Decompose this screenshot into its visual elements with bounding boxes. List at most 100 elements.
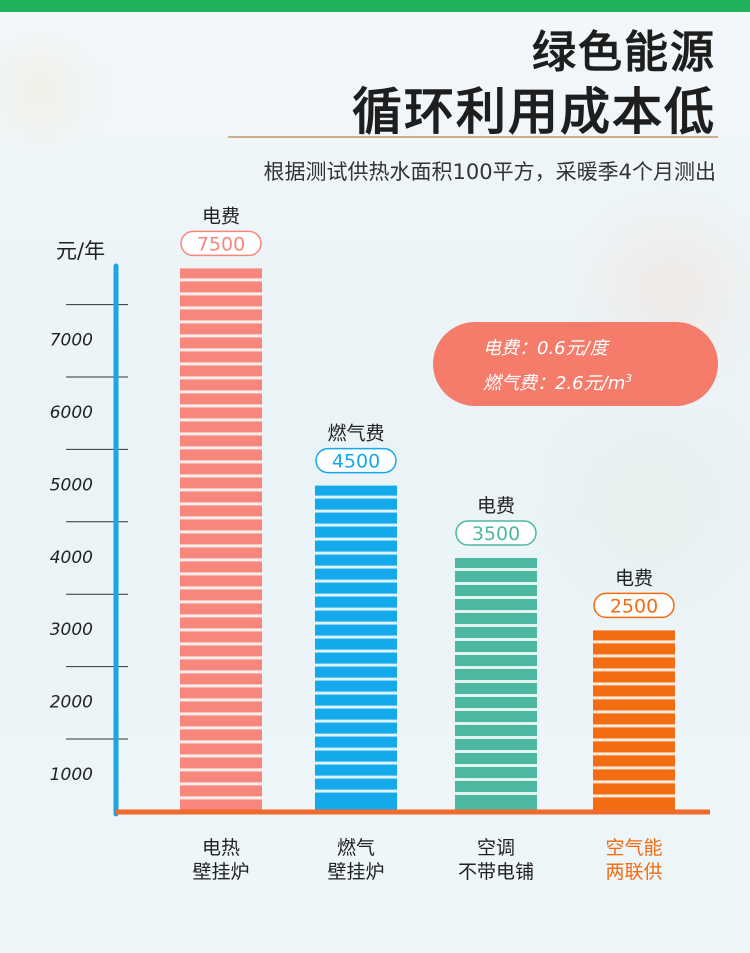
title-divider (228, 136, 718, 138)
bar-stripe (315, 509, 397, 513)
bar-stripe (180, 362, 262, 366)
bar-stripe (593, 654, 675, 658)
cost-type-label: 电费 (477, 495, 515, 517)
bar-stripe (180, 656, 262, 660)
y-tick-label: 4000 (50, 548, 93, 568)
gas-price-text: 燃气费：2.6元/m3 (483, 364, 718, 399)
background-flower-decoration (0, 20, 110, 160)
bar-stripe (180, 726, 262, 730)
page-subtitle: 根据测试供热水面积100平方，采暖季4个月测出 (263, 160, 716, 184)
bar-stripe (180, 348, 262, 352)
page-title-line1: 绿色能源 (532, 27, 716, 78)
bar-stripe (180, 474, 262, 478)
bar-stripe (455, 764, 537, 767)
bar-stripe (315, 719, 397, 723)
bar-stripe (315, 593, 397, 597)
bar-stripe (455, 722, 537, 725)
bar-stripe (180, 376, 262, 380)
bar-stripe (593, 738, 675, 742)
bar-stripe (315, 761, 397, 765)
cost-type-label: 燃气费 (327, 423, 384, 445)
y-tick-label: 1000 (50, 765, 93, 785)
bar-stripe (315, 691, 397, 695)
bar-stripe (315, 789, 397, 793)
bar-stripe (180, 334, 262, 338)
bar-stripe (315, 565, 397, 569)
bar-stripe (180, 278, 262, 282)
bar-stripe (593, 794, 675, 798)
bar-stripe (180, 796, 262, 800)
bar-stripe (455, 568, 537, 571)
bar-stripe (180, 558, 262, 562)
bar-stripe (180, 782, 262, 786)
category-label: 两联供 (605, 861, 662, 883)
bar-stripe (315, 733, 397, 737)
bar-stripe (593, 780, 675, 784)
category-label: 空气能 (605, 837, 662, 859)
bar-stripe (593, 752, 675, 756)
y-tick-label: 3000 (50, 620, 93, 640)
y-tick-label: 7000 (50, 331, 93, 351)
bar-stripe (315, 621, 397, 625)
bar-stripe (180, 712, 262, 716)
bar-stripe (315, 523, 397, 527)
bar-stripe (593, 668, 675, 672)
bar-stripe (315, 747, 397, 751)
page-title-line2: 循环利用成本低 (352, 83, 716, 141)
bar-stripe (593, 766, 675, 770)
value-label: 3500 (472, 523, 520, 545)
cost-type-label: 电费 (202, 205, 240, 227)
value-label: 2500 (610, 595, 658, 617)
bar-stripe (593, 710, 675, 714)
bar-stripe (455, 708, 537, 711)
bar-stripe (593, 640, 675, 644)
value-label: 7500 (197, 233, 245, 255)
bar-stripe (180, 390, 262, 394)
y-axis-label: 元/年 (56, 239, 105, 263)
bar-stripe (593, 696, 675, 700)
bar-stripe (180, 768, 262, 772)
gas-price-unit-sup: 3 (625, 372, 633, 385)
category-label: 壁挂炉 (192, 861, 249, 883)
bar-stripe (455, 610, 537, 613)
bar-stripe (455, 736, 537, 739)
bar-stripe (315, 495, 397, 499)
category-label: 空调 (477, 837, 515, 859)
bar-stripe (593, 724, 675, 728)
value-label-pill (180, 230, 262, 257)
gas-price-prefix: 燃气费：2.6元/m (483, 373, 626, 394)
top-accent-bar (0, 0, 750, 12)
value-label: 4500 (332, 451, 380, 473)
bar-fill (593, 630, 675, 812)
bar-stripe (455, 666, 537, 669)
bar-stripe (455, 680, 537, 683)
bar-stripe (180, 432, 262, 436)
bar-stripe (180, 572, 262, 576)
bar (455, 558, 537, 812)
bar-stripe (315, 551, 397, 555)
electricity-price-text: 电费：0.6元/度 (483, 338, 608, 359)
bar-stripe (180, 530, 262, 534)
bar-stripe (455, 792, 537, 795)
category-label: 壁挂炉 (327, 861, 384, 883)
bar-stripe (455, 582, 537, 585)
bar-stripe (593, 682, 675, 686)
bar-fill (180, 268, 262, 812)
y-tick-label: 6000 (50, 403, 93, 423)
bar-fill (455, 558, 537, 812)
bar-stripe (455, 596, 537, 599)
bar-stripe (315, 663, 397, 667)
bar-stripe (180, 698, 262, 702)
bar-stripe (455, 624, 537, 627)
bar-stripe (315, 579, 397, 583)
y-tick-label: 5000 (50, 475, 93, 495)
bar-stripe (180, 516, 262, 520)
bar-stripe (455, 638, 537, 641)
bar-stripe (180, 306, 262, 310)
bar (315, 485, 397, 812)
value-label-pill (593, 592, 675, 619)
bar-stripe (180, 502, 262, 506)
bar-stripe (455, 694, 537, 697)
bar-stripe (180, 292, 262, 296)
